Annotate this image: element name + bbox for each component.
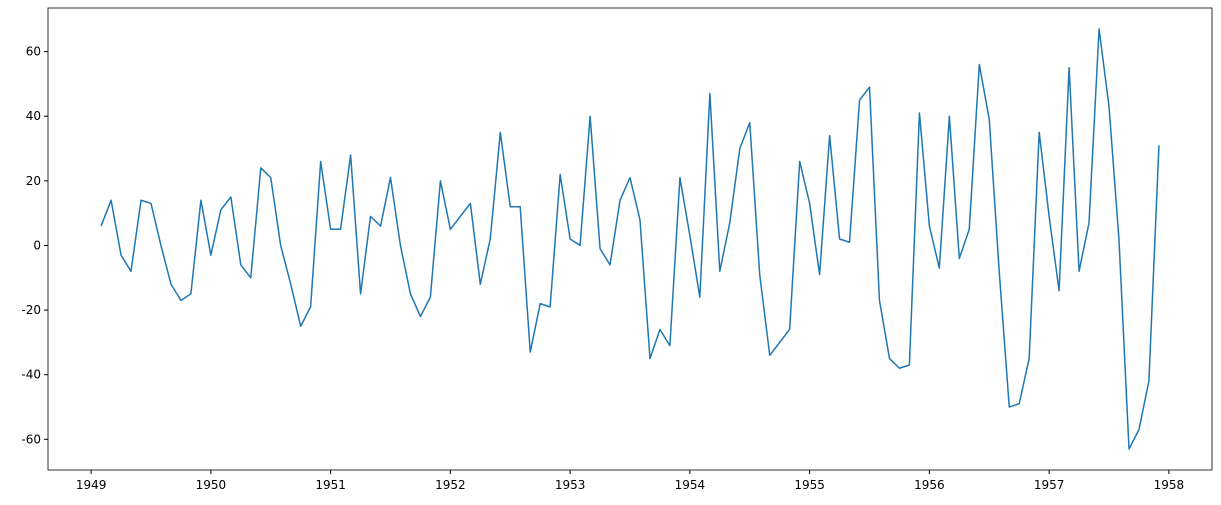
x-tick-label: 1956 (914, 478, 945, 492)
x-tick-label: 1958 (1154, 478, 1185, 492)
y-tick-label: -20 (21, 303, 41, 317)
y-tick-label: 0 (33, 238, 41, 252)
x-tick-label: 1952 (435, 478, 466, 492)
x-tick-label: 1950 (196, 478, 227, 492)
x-tick-label: 1949 (76, 478, 107, 492)
x-tick-label: 1957 (1034, 478, 1065, 492)
x-tick-label: 1951 (315, 478, 346, 492)
x-tick-label: 1953 (555, 478, 586, 492)
y-tick-label: -60 (21, 432, 41, 446)
y-tick-label: -40 (21, 368, 41, 382)
y-tick-label: 40 (26, 109, 41, 123)
data-line (100, 28, 1160, 450)
y-tick-label: 20 (26, 174, 41, 188)
axes-frame (47, 7, 1213, 471)
x-tick-label: 1955 (794, 478, 825, 492)
x-tick-label: 1954 (675, 478, 706, 492)
y-tick-label: 60 (26, 45, 41, 59)
